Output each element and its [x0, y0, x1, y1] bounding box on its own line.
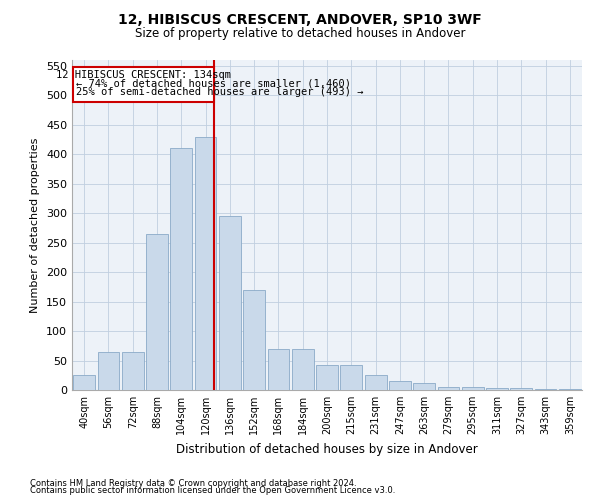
- Bar: [535, 389, 556, 390]
- Text: Contains public sector information licensed under the Open Government Licence v3: Contains public sector information licen…: [30, 486, 395, 495]
- Text: Contains HM Land Registry data © Crown copyright and database right 2024.: Contains HM Land Registry data © Crown c…: [30, 478, 356, 488]
- Text: 12, HIBISCUS CRESCENT, ANDOVER, SP10 3WF: 12, HIBISCUS CRESCENT, ANDOVER, SP10 3WF: [118, 12, 482, 26]
- Bar: [559, 389, 581, 390]
- Bar: [219, 216, 241, 390]
- Bar: [486, 388, 508, 390]
- Bar: [292, 349, 314, 390]
- Bar: [437, 387, 460, 390]
- Bar: [511, 388, 532, 390]
- Bar: [389, 381, 411, 390]
- Bar: [146, 234, 168, 390]
- Bar: [243, 290, 265, 390]
- Bar: [122, 352, 143, 390]
- Bar: [170, 148, 192, 390]
- X-axis label: Distribution of detached houses by size in Andover: Distribution of detached houses by size …: [176, 442, 478, 456]
- Bar: [194, 136, 217, 390]
- Text: 25% of semi-detached houses are larger (493) →: 25% of semi-detached houses are larger (…: [76, 87, 363, 97]
- Bar: [73, 376, 95, 390]
- Text: Size of property relative to detached houses in Andover: Size of property relative to detached ho…: [135, 28, 465, 40]
- Bar: [413, 383, 435, 390]
- Bar: [365, 376, 386, 390]
- Bar: [340, 365, 362, 390]
- Bar: [316, 365, 338, 390]
- Text: ← 74% of detached houses are smaller (1,460): ← 74% of detached houses are smaller (1,…: [76, 79, 350, 89]
- Bar: [97, 352, 119, 390]
- Bar: [462, 387, 484, 390]
- FancyBboxPatch shape: [73, 67, 214, 102]
- Bar: [268, 349, 289, 390]
- Text: 12 HIBISCUS CRESCENT: 134sqm: 12 HIBISCUS CRESCENT: 134sqm: [56, 70, 231, 80]
- Y-axis label: Number of detached properties: Number of detached properties: [31, 138, 40, 312]
